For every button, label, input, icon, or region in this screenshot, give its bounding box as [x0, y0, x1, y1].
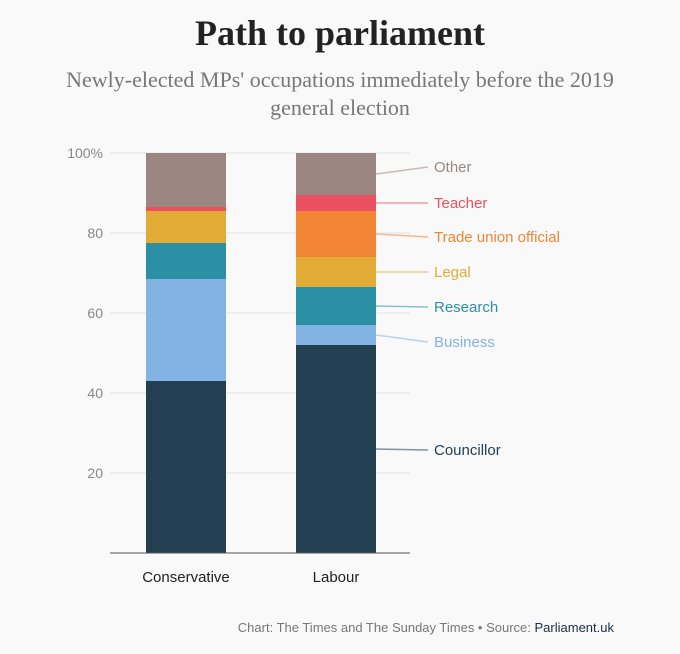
bar-segment-trade-union-official	[296, 211, 376, 257]
source-link[interactable]: Parliament.uk	[534, 620, 614, 635]
bar-segment-research	[296, 287, 376, 325]
x-tick-label: Labour	[313, 569, 360, 586]
series-labels: Councillor Business Research Legal Trade uni…	[375, 159, 560, 459]
bar-segment-teacher	[296, 195, 376, 211]
series-label-teacher: Teacher	[434, 195, 487, 212]
x-axis: Conservative Labour	[110, 552, 410, 586]
bar-segment-teacher	[146, 207, 226, 211]
leader-line	[375, 305, 429, 308]
leader-line	[375, 233, 429, 238]
bar-segment-councillor	[146, 381, 226, 553]
y-tick-label: 80	[87, 225, 103, 241]
chart-subtitle: Newly-elected MPs' occupations immediate…	[66, 67, 614, 120]
series-label-business: Business	[434, 334, 495, 351]
series-label-other: Other	[434, 159, 472, 176]
bar-segment-research	[146, 243, 226, 279]
bar-segment-business	[146, 279, 226, 381]
series-label-legal: Legal	[434, 264, 471, 281]
y-tick-label: 100%	[67, 145, 103, 161]
series-label-research: Research	[434, 299, 498, 316]
bar-segment-other	[146, 153, 226, 207]
bar-segment-councillor	[296, 345, 376, 553]
bar-segment-business	[296, 325, 376, 345]
series-label-trade-union-official: Trade union official	[434, 229, 560, 246]
bars	[146, 153, 376, 553]
bar-segment-legal	[296, 257, 376, 287]
bar-segment-other	[296, 153, 376, 195]
credit-text: Chart: The Times and The Sunday Times • …	[237, 620, 535, 635]
chart-footer: Chart: The Times and The Sunday Times • …	[238, 620, 614, 635]
leader-line	[375, 166, 429, 175]
bar-segment-legal	[146, 211, 226, 243]
y-tick-label: 60	[87, 305, 103, 321]
leader-line	[375, 334, 429, 343]
series-label-councillor: Councillor	[434, 442, 501, 459]
chart-title: Path to parliament	[195, 13, 485, 53]
y-tick-label: 40	[87, 385, 103, 401]
leader-line	[375, 448, 429, 451]
y-tick-label: 20	[87, 465, 103, 481]
y-axis: 20 40 60 80 100%	[67, 145, 103, 481]
x-tick-label: Conservative	[142, 569, 230, 586]
